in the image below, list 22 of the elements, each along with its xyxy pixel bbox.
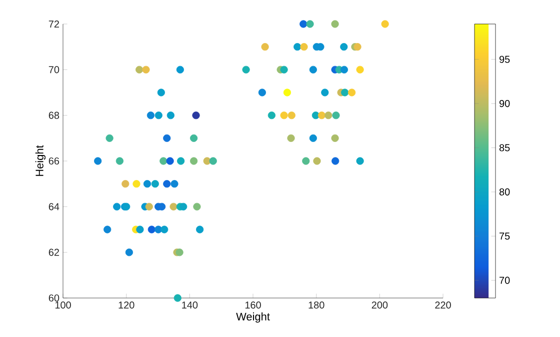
x-tick-label: 120 bbox=[118, 302, 134, 309]
y-tick-label: 66 bbox=[48, 157, 60, 165]
x-tick-label: 200 bbox=[372, 302, 388, 309]
color-bar-label: 75 bbox=[500, 232, 510, 240]
y-tick-label: 62 bbox=[48, 248, 59, 256]
y-tick-label: 64 bbox=[48, 203, 60, 210]
color-bar-label: 85 bbox=[499, 144, 510, 152]
y-tick-label: 70 bbox=[48, 66, 60, 74]
x-tick-label: 220 bbox=[435, 302, 451, 309]
color-bar-label: 80 bbox=[499, 188, 510, 196]
color-bar-label: 70 bbox=[500, 276, 510, 284]
x-tick-label: 140 bbox=[182, 302, 198, 309]
x-tick-label: 160 bbox=[245, 302, 261, 309]
y-axis-title: Height bbox=[35, 145, 46, 176]
color-bar-label: 90 bbox=[500, 100, 510, 108]
x-tick-label: 100 bbox=[55, 302, 71, 309]
y-tick-label: 60 bbox=[48, 294, 60, 302]
y-tick-label: 72 bbox=[48, 20, 59, 28]
x-axis-title: Weight bbox=[236, 312, 270, 323]
color-bar-label: 95 bbox=[500, 56, 510, 63]
y-tick-label: 68 bbox=[48, 112, 60, 119]
x-tick-label: 180 bbox=[308, 302, 324, 309]
